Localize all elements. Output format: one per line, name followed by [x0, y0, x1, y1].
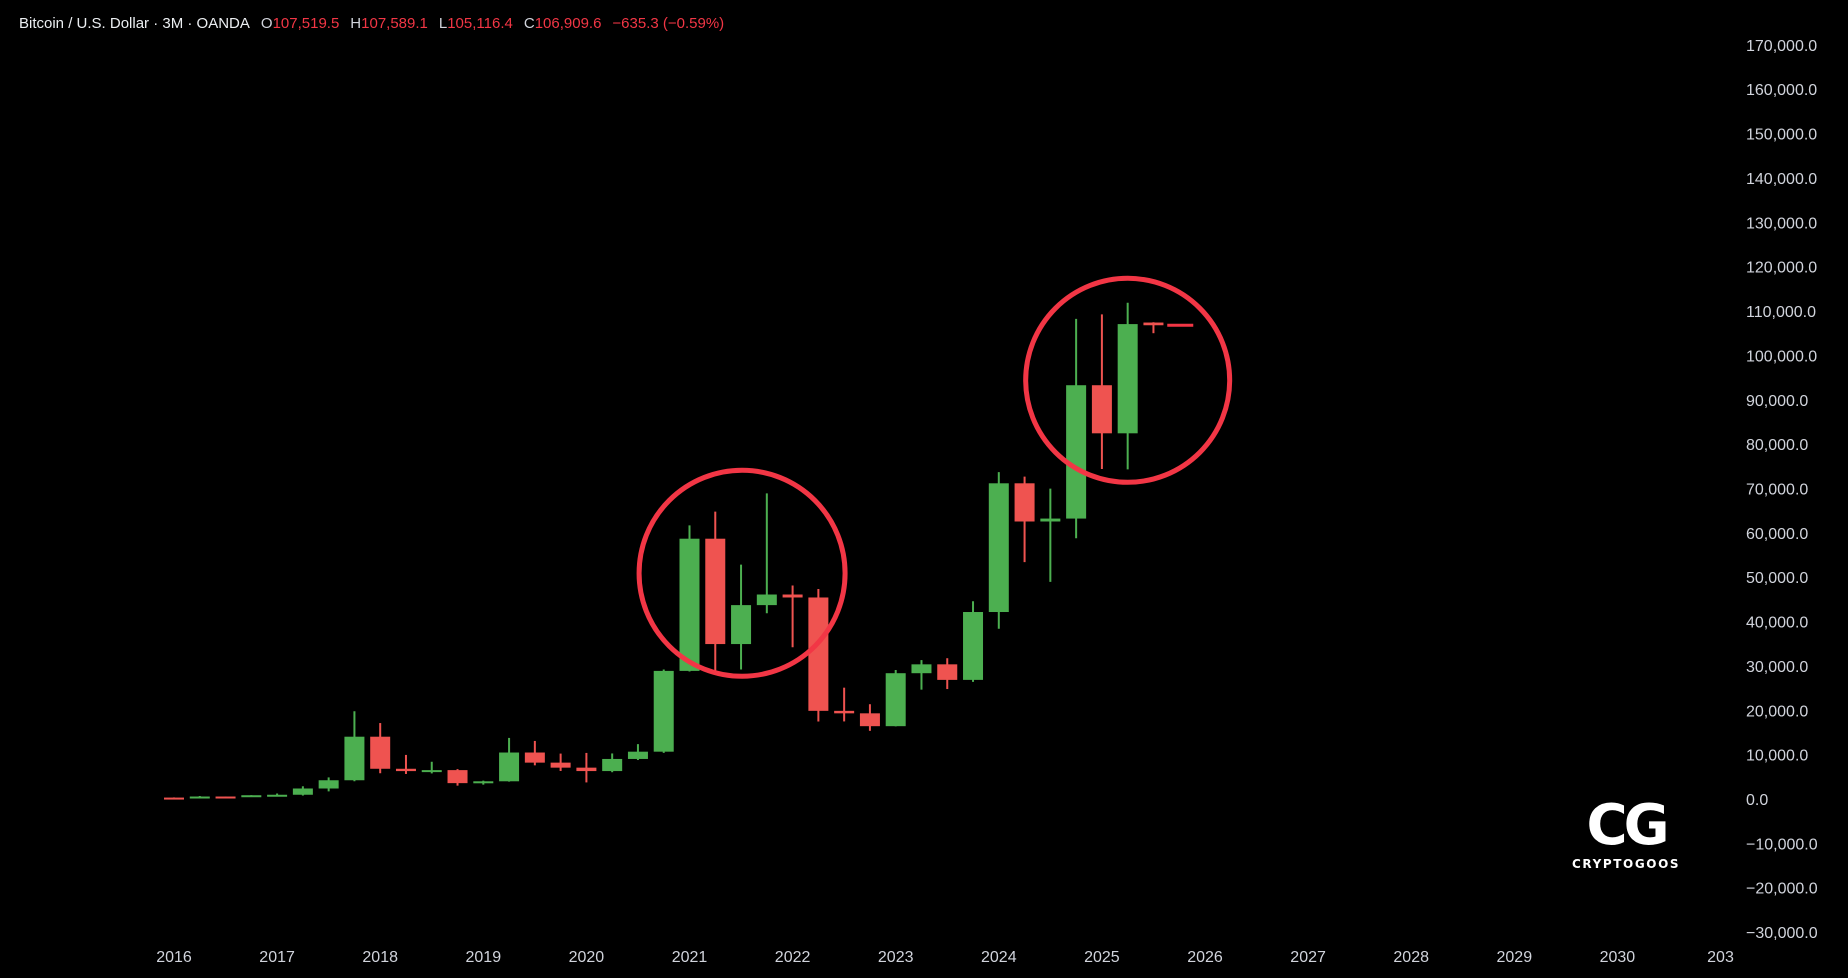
price-tick-label: 150,000.0 — [1746, 127, 1817, 144]
price-tick-label: 120,000.0 — [1746, 260, 1817, 277]
time-axis[interactable]: 2016 2017 2018 2019 2020 2021 2022 2023 2024 2025… — [156, 949, 1734, 966]
time-tick-label: 2016 — [156, 949, 192, 966]
candle-body — [395, 768, 416, 772]
candle-body — [1014, 483, 1035, 522]
price-tick-label: −10,000.0 — [1746, 836, 1818, 853]
candle-body — [370, 736, 391, 769]
legend-high: H107,589.1 — [350, 15, 428, 32]
legend-low: L105,116.4 — [438, 15, 513, 32]
symbol-legend: Bitcoin / U.S. Dollar · 3M · OANDA O107,… — [19, 14, 724, 34]
legend-open: O107,519.5 — [260, 15, 340, 32]
time-tick-label: 2017 — [259, 949, 295, 966]
price-tick-label: 10,000.0 — [1746, 748, 1808, 765]
time-tick-label: 203 — [1707, 949, 1734, 966]
candle-body — [499, 752, 520, 782]
time-tick-label: 2018 — [362, 949, 398, 966]
time-tick-label: 2021 — [672, 949, 708, 966]
price-tick-label: −30,000.0 — [1746, 925, 1818, 942]
price-tick-label: 110,000.0 — [1746, 304, 1816, 321]
candle-body — [164, 797, 184, 800]
time-tick-label: 2019 — [466, 949, 502, 966]
candle-body — [834, 710, 855, 714]
candle-body — [937, 664, 958, 680]
candle-body — [653, 670, 674, 752]
price-tick-label: 20,000.0 — [1746, 703, 1808, 720]
candle-body — [215, 796, 236, 799]
candle-body — [602, 758, 623, 772]
cryptogoos-label: CRYPTOGOOS — [1572, 857, 1681, 871]
candle-body — [885, 673, 906, 727]
candle-body — [267, 794, 288, 797]
candle-body — [1091, 385, 1112, 434]
candle-body — [1040, 518, 1061, 522]
price-tick-label: 40,000.0 — [1746, 615, 1808, 632]
time-tick-label: 2025 — [1084, 949, 1120, 966]
candle-body — [1066, 385, 1087, 519]
price-tick-label: 170,000.0 — [1746, 38, 1817, 55]
candle-body — [705, 538, 726, 645]
time-tick-label: 2022 — [775, 949, 811, 966]
price-tick-label: 30,000.0 — [1746, 659, 1808, 676]
cryptogoos-logo-icon: CG — [1586, 793, 1669, 858]
candle-body — [447, 770, 468, 784]
time-tick-label: 2027 — [1290, 949, 1326, 966]
candle-body — [731, 605, 752, 645]
candle-body — [782, 594, 803, 598]
price-axis[interactable]: 170,000.0 160,000.0 150,000.0 140,000.0 130,… — [1746, 38, 1818, 942]
price-tick-label: 60,000.0 — [1746, 526, 1808, 543]
candle-body — [756, 594, 777, 606]
candle-body — [550, 762, 571, 768]
time-tick-label: 2029 — [1497, 949, 1533, 966]
candle-body — [859, 713, 880, 727]
price-tick-label: 70,000.0 — [1746, 481, 1808, 498]
legend-change: −635.3 (−0.59%) — [612, 15, 725, 32]
candle-body — [421, 770, 442, 773]
price-tick-label: 160,000.0 — [1746, 82, 1817, 99]
price-tick-label: −20,000.0 — [1746, 881, 1818, 898]
time-tick-label: 2026 — [1187, 949, 1223, 966]
time-tick-label: 2020 — [569, 949, 605, 966]
time-tick-label: 2030 — [1600, 949, 1636, 966]
time-tick-label: 2024 — [981, 949, 1017, 966]
price-tick-label: 50,000.0 — [1746, 570, 1808, 587]
candle-body — [627, 751, 648, 759]
candle-body — [1143, 322, 1164, 326]
price-tick-label: 140,000.0 — [1746, 171, 1817, 188]
candle-body — [344, 736, 365, 781]
candle-body — [292, 788, 313, 795]
annotations-layer — [636, 275, 1233, 679]
price-tick-label: 90,000.0 — [1746, 393, 1808, 410]
legend-close: C106,909.6 — [523, 15, 602, 32]
price-tick-label: 80,000.0 — [1746, 437, 1808, 454]
cryptogoos-watermark: CG CRYPTOGOOS — [1572, 793, 1681, 872]
candle-body — [576, 767, 597, 772]
candle-body — [679, 538, 700, 671]
candle-body — [524, 752, 545, 763]
price-tick-label: 100,000.0 — [1746, 348, 1817, 365]
candle-body — [911, 664, 932, 674]
time-tick-label: 2023 — [878, 949, 914, 966]
candle-body — [241, 795, 262, 798]
candles-layer — [164, 302, 1164, 800]
time-tick-label: 2028 — [1393, 949, 1429, 966]
candle-body — [808, 597, 829, 711]
legend-symbol-title[interactable]: Bitcoin / U.S. Dollar · 3M · OANDA — [19, 15, 250, 32]
candle-body — [1117, 324, 1138, 434]
candle-body — [189, 796, 210, 799]
candle-body — [318, 780, 339, 789]
candle-body — [988, 483, 1009, 613]
price-tick-label: 0.0 — [1746, 792, 1768, 809]
candle-body — [963, 612, 984, 680]
price-tick-label: 130,000.0 — [1746, 215, 1817, 232]
annotation-circle[interactable] — [1023, 275, 1233, 485]
candle-body — [473, 781, 494, 784]
annotation-circle[interactable] — [636, 467, 848, 679]
